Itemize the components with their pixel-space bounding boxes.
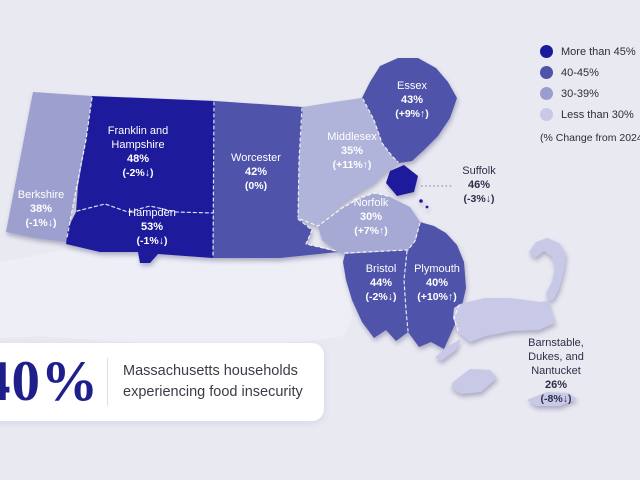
county-border <box>299 192 389 227</box>
legend-swatch-icon <box>540 87 553 100</box>
region-norfolk <box>318 193 420 254</box>
county-border <box>403 250 409 332</box>
boston-harbor-island <box>425 205 429 209</box>
region-suffolk <box>386 165 418 196</box>
region-neighboring-states <box>0 250 352 346</box>
legend-item: More than 45% <box>540 41 640 62</box>
region-bristol <box>343 250 408 341</box>
stat-card: 40% Massachusetts households experiencin… <box>0 343 324 421</box>
legend-item: Less than 30% <box>540 104 640 125</box>
region-essex <box>362 58 457 163</box>
region-elizabeth-islands <box>435 339 461 361</box>
county-border <box>297 107 303 218</box>
region-franklin-hampshire <box>76 96 215 213</box>
county-border <box>453 304 460 332</box>
stat-divider <box>107 358 108 406</box>
stat-description: Massachusetts households experiencing fo… <box>123 363 303 400</box>
legend-label: More than 45% <box>561 45 636 58</box>
county-border <box>66 97 93 239</box>
region-worcester <box>213 101 338 258</box>
legend-swatch-icon <box>540 108 553 121</box>
region-marthas-vineyard <box>451 369 497 394</box>
legend-swatch-icon <box>540 45 553 58</box>
region-nantucket-island <box>527 392 577 406</box>
region-plymouth <box>404 222 466 349</box>
legend: More than 45% 40-45% 30-39% Less than 30… <box>540 41 640 144</box>
legend-item: 40-45% <box>540 62 640 83</box>
stat-value: 40% <box>0 350 99 413</box>
county-border <box>362 98 399 163</box>
legend-swatch-icon <box>540 66 553 79</box>
legend-note: (% Change from 2024 <box>540 132 640 144</box>
legend-label: 30-39% <box>561 87 599 100</box>
county-border <box>297 218 337 252</box>
county-border <box>212 101 215 258</box>
region-berkshire <box>6 92 92 242</box>
county-border <box>344 249 408 254</box>
legend-label: Less than 30% <box>561 108 634 121</box>
legend-item: 30-39% <box>540 83 640 104</box>
county-border <box>407 222 421 251</box>
region-cape-cod <box>453 238 566 342</box>
region-middlesex <box>298 98 398 226</box>
boston-harbor-island <box>419 199 423 203</box>
region-hampden <box>66 204 214 263</box>
county-border <box>76 203 214 214</box>
legend-label: 40-45% <box>561 66 599 79</box>
